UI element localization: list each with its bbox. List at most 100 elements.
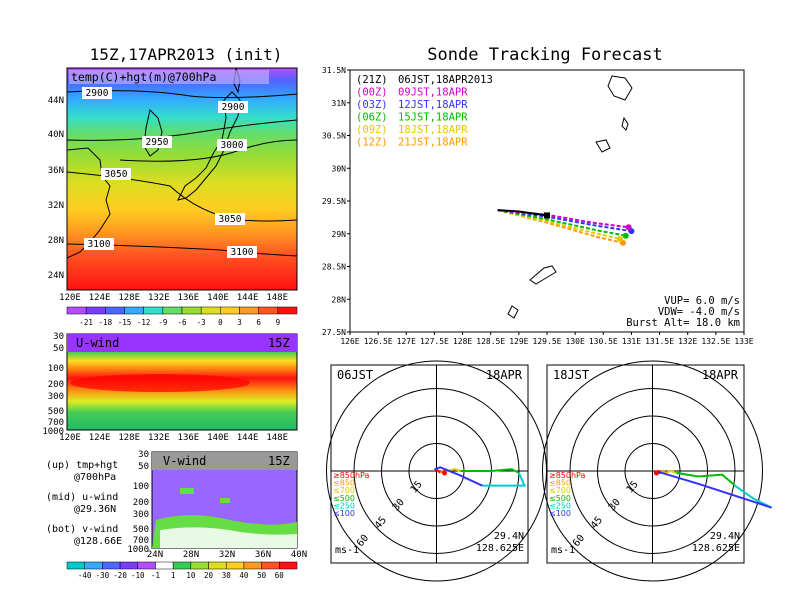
temp-colorbar-swatch xyxy=(66,306,87,315)
legend-run: (09Z) xyxy=(356,124,388,136)
legend-run: (06Z) xyxy=(356,112,388,124)
lon-tick-label: 144E xyxy=(237,293,259,303)
temp-colorbar-label: -18 xyxy=(99,318,113,327)
x-tick-label: 132.5E xyxy=(701,337,730,346)
level-legend: ≤250 xyxy=(333,501,355,510)
wind-colorbar-swatch xyxy=(66,561,85,570)
note-text: @29.36N xyxy=(74,504,116,515)
wind-colorbar-label: 1 xyxy=(171,571,176,580)
temp-map-label: temp(C)+hgt(m)@700hPa xyxy=(71,70,216,84)
pressure-tick-label: 200 xyxy=(133,498,149,508)
hodograph-lat: 29.4N xyxy=(710,531,740,542)
hodograph-frame xyxy=(330,364,529,564)
legend-run: (03Z) xyxy=(356,99,388,111)
wind-colorbar-label: -40 xyxy=(78,571,92,580)
track-legend: (21Z) 06JST,18APR2013 (00Z) 09JST,18APR (03Z… xyxy=(356,74,493,149)
lat-tick-label: 32N xyxy=(48,201,64,211)
legend-label: 12JST,18APR xyxy=(398,99,468,111)
legend-run: (12Z) xyxy=(356,137,388,149)
contour-label: 2950 xyxy=(146,137,169,148)
x-tick-label: 133E xyxy=(734,337,753,346)
track-line xyxy=(497,209,548,217)
level-legend: ≤500 xyxy=(549,494,571,503)
temp-colorbar-swatch xyxy=(220,306,240,315)
hodograph-lon: 128.625E xyxy=(476,543,524,554)
temp-colorbar-label: -15 xyxy=(118,318,132,327)
hodograph-origin xyxy=(654,470,659,476)
wind-colorbar-label: -1 xyxy=(151,571,160,580)
contour-label-bg xyxy=(82,87,112,99)
wind-colorbar-swatch xyxy=(261,561,280,570)
level-legend: ≤250 xyxy=(549,501,571,510)
pressure-tick-label: 1000 xyxy=(127,545,149,555)
y-tick-label: 27.5N xyxy=(322,328,346,337)
vwind-lat-ticks: 24N 28N 32N 36N 40N xyxy=(147,550,307,560)
temp-colorbar-label: -9 xyxy=(158,318,167,327)
temp-colorbar-label: 3 xyxy=(237,318,242,327)
pressure-tick-label: 300 xyxy=(48,392,64,402)
contour-2950 xyxy=(66,119,298,141)
hodograph-segment xyxy=(665,469,677,474)
lat-tick-label: 28N xyxy=(48,236,64,246)
island-okinawa xyxy=(507,305,519,319)
hodograph-segment xyxy=(460,468,520,474)
contour-label-bg xyxy=(218,101,248,113)
legend-label: 21JST,18APR xyxy=(398,137,468,149)
wind-colorbar-swatch xyxy=(84,561,103,570)
lat-tick-label: 32N xyxy=(219,550,235,560)
temp-colorbar: -21 -18 -15 -12 -9 -6 -3 0 3 6 9 xyxy=(66,306,298,327)
lat-tick-label: 44N xyxy=(48,96,64,106)
level-legend: ≥850hPa xyxy=(549,471,586,480)
track-line xyxy=(497,209,626,237)
x-tick-label: 129.5E xyxy=(533,337,562,346)
wind-colorbar-swatch xyxy=(208,561,227,570)
contour-label: 2900 xyxy=(86,88,109,99)
contour-label-bg xyxy=(217,139,247,151)
pressure-tick-label: 700 xyxy=(48,418,64,428)
right-title: Sonde Tracking Forecast xyxy=(427,45,662,65)
contour-label: 3100 xyxy=(231,247,254,258)
contour-label-bg xyxy=(215,213,245,225)
wind-colorbar-label: 20 xyxy=(204,571,214,580)
pressure-tick-label: 50 xyxy=(138,462,149,472)
lon-tick-label: 120E xyxy=(59,293,81,303)
wind-colorbar-label: 40 xyxy=(239,571,249,580)
hodograph-segment xyxy=(482,472,527,487)
hodograph-segment xyxy=(434,466,483,487)
note-text: @700hPa xyxy=(74,472,116,483)
lon-tick-label: 124E xyxy=(89,293,111,303)
y-tick-label: 30.5N xyxy=(322,132,346,141)
legend-label: 09JST,18APR xyxy=(398,87,468,99)
lon-tick-label: 140E xyxy=(207,433,229,443)
temp-colorbar-label: 6 xyxy=(256,318,261,327)
pressure-tick-label: 100 xyxy=(133,482,149,492)
pressure-tick-label: 500 xyxy=(133,525,149,535)
lon-tick-label: 120E xyxy=(59,433,81,443)
contour-label-bg xyxy=(84,238,114,250)
pressure-tick-label: 100 xyxy=(48,364,64,374)
level-legend: ≤500 xyxy=(333,494,355,503)
uwind-lon-ticks: 120E 124E 128E 132E 136E 140E 144E 148E xyxy=(59,433,288,443)
wind-colorbar-label: 30 xyxy=(222,571,232,580)
track-endpoint xyxy=(622,232,629,239)
note-text: @128.66E xyxy=(74,536,122,547)
hodograph-lon: 128.625E xyxy=(692,543,740,554)
x-tick-label: 131E xyxy=(622,337,641,346)
wind-colorbar-swatch xyxy=(137,561,156,570)
track-axis-ticks: 126E 126.5E 127E 127.5E 128E 128.5E 129E 129.5E… xyxy=(322,66,754,346)
contour-labels: 2900 2900 2950 3000 3050 3050 3100 3100 xyxy=(82,87,257,258)
pressure-tick-label: 50 xyxy=(53,344,64,354)
x-tick-label: 127.5E xyxy=(420,337,449,346)
contour-label-bg xyxy=(101,168,131,180)
temp-colorbar-label: -21 xyxy=(79,318,93,327)
wind-colorbar-swatch xyxy=(190,561,209,570)
lat-tick-label: 40N xyxy=(48,130,64,140)
legend-label: 18JST,18APR xyxy=(398,124,468,136)
sonde-param: Burst Alt= 18.0 km xyxy=(626,317,740,329)
temp-colorbar-swatch xyxy=(181,306,202,315)
lon-tick-label: 132E xyxy=(148,293,170,303)
